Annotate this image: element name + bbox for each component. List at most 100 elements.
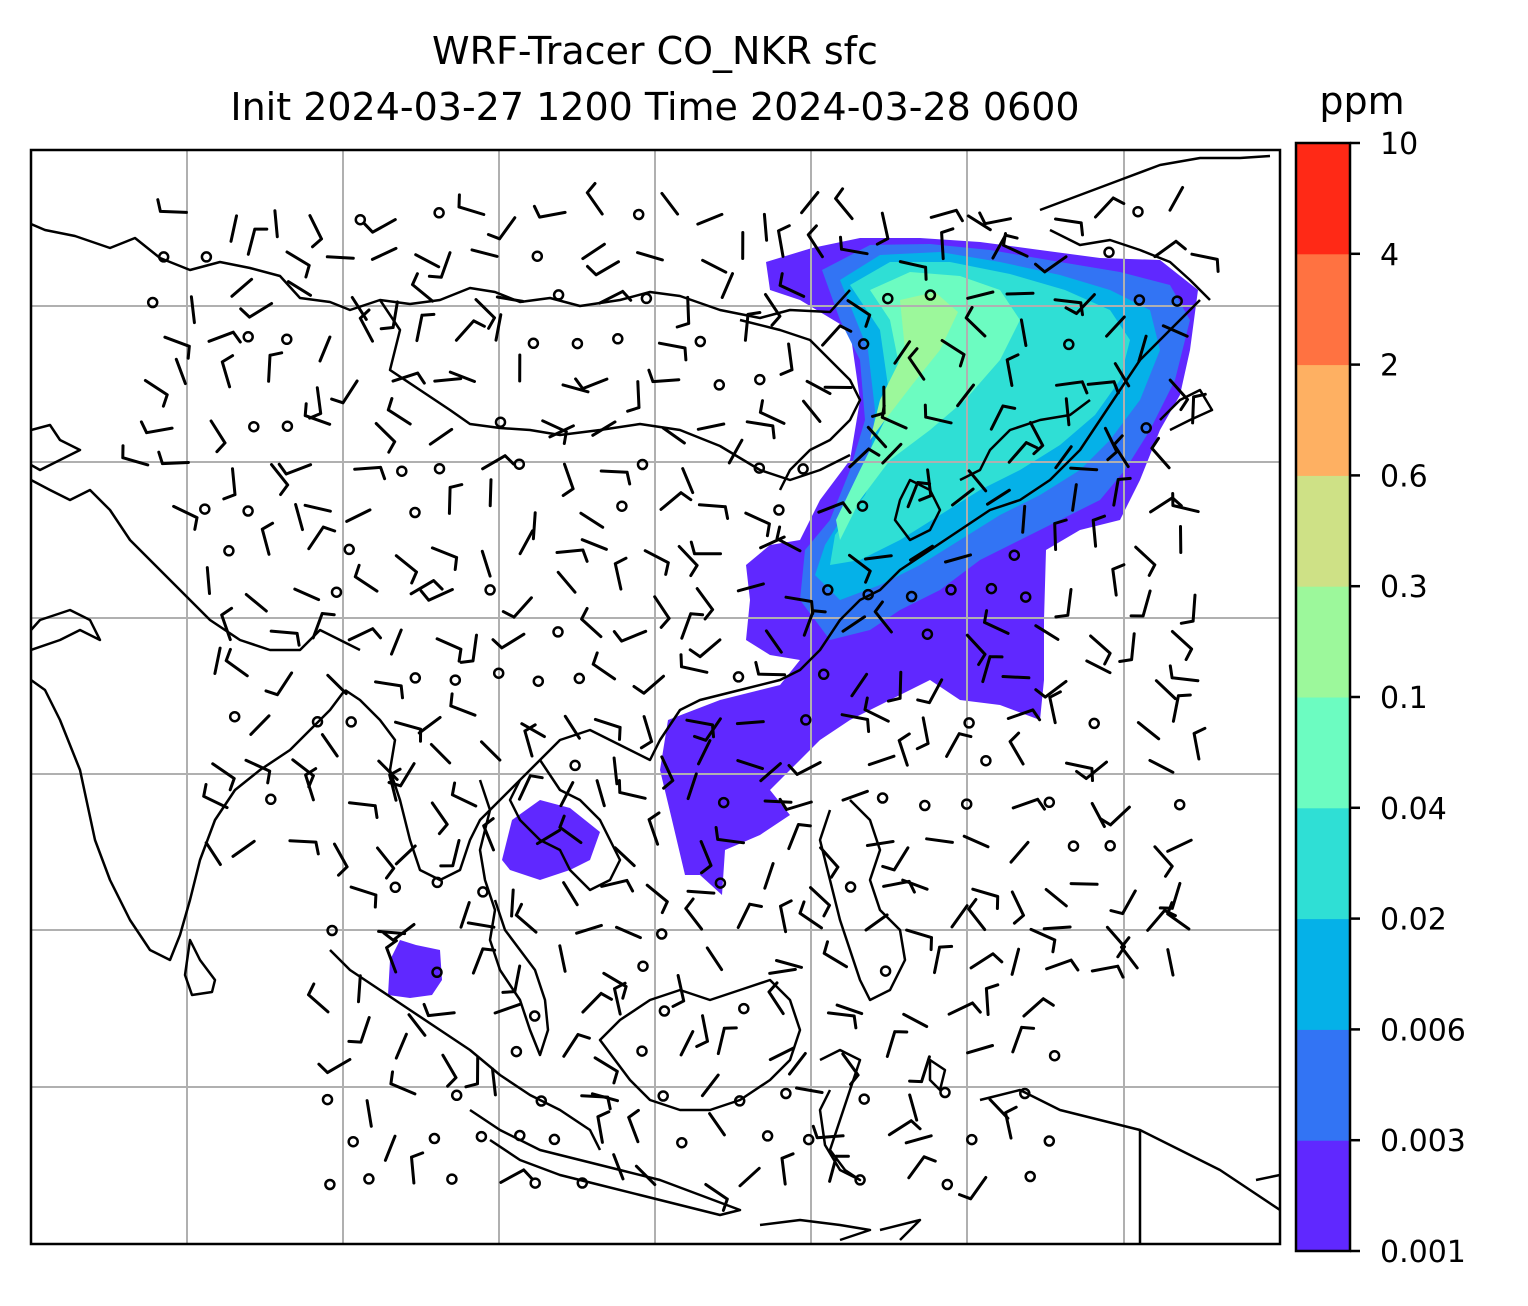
wind-barb [561,383,590,394]
calm-wind-circle [854,1174,866,1186]
calm-wind-circle [817,668,830,681]
calm-wind-circle [347,1135,359,1148]
calm-wind-circle [449,674,462,686]
wind-barb [695,1014,709,1048]
wind-barb [880,404,908,430]
wind-barb [579,511,605,529]
wind-barb [693,717,722,742]
wind-barb [795,1086,824,1094]
wind-barb [661,426,686,445]
wind-barb [779,899,793,934]
wind-barb [307,982,330,1014]
calm-wind-circle [905,590,918,603]
calm-wind-circle [844,881,857,893]
wind-barb [480,740,502,762]
wind-barb [163,335,191,360]
calm-wind-circle [409,506,421,519]
calm-wind-circle [945,584,957,596]
wind-barb [1129,589,1152,618]
wind-barb [202,783,229,810]
wind-barb [1002,232,1029,258]
wind-barb [908,1055,931,1084]
calm-wind-circle [1088,717,1100,730]
wind-barb [330,379,359,405]
wind-barb [778,272,806,298]
wind-barb [385,939,398,974]
wind-barb [1019,318,1028,347]
calm-wind-circle [800,714,812,726]
wind-barb [686,772,698,801]
wind-barb [270,463,290,496]
wind-barb [394,844,417,866]
wind-barb [430,801,449,836]
tracer-concentration-plume [388,238,1198,998]
wind-barb [207,330,242,344]
wind-barb [394,1032,408,1060]
wind-barb [1071,483,1078,512]
wind-barb [409,579,444,596]
wind-barb [501,964,522,994]
calm-wind-circle [1067,840,1080,852]
colorbar-tick-label: 0.04 [1380,792,1447,827]
wind-barb [680,612,705,640]
wind-barb [464,1056,480,1089]
wind-barb [1001,675,1031,680]
wind-barb [1190,252,1220,273]
wind-barb [580,607,603,639]
wind-barb [1171,492,1200,514]
wind-barb [224,647,249,678]
calm-wind-circle [960,798,973,810]
colorbar-segment [1296,807,1350,920]
wind-barb [209,419,227,454]
wind-barb [417,715,442,735]
calm-wind-circle [733,1095,746,1107]
wind-barb [345,508,372,523]
calm-wind-circle [199,503,211,515]
wind-barb [613,556,628,591]
wind-barb [457,193,486,216]
calm-wind-circle [1133,294,1146,306]
calm-wind-circle [780,1087,792,1100]
wind-barb [1166,948,1175,977]
wind-barb [901,878,929,891]
colorbar-tick-label: 2 [1380,349,1399,384]
calm-wind-circle [531,250,544,262]
colorbar-segment [1296,143,1350,255]
wind-barb [1011,797,1046,811]
wind-barb [986,488,1011,506]
wind-barb [358,308,374,343]
wind-barb [482,817,495,852]
wind-barb [775,959,803,969]
wind-barb [1166,838,1193,853]
wind-barb [1113,362,1131,388]
wind-barb [563,714,581,740]
calm-wind-circle [446,1173,458,1185]
wind-barb [1005,353,1020,387]
wind-barb [841,615,867,633]
wind-barb [984,983,1000,1016]
wind-barb [559,781,575,808]
wind-barb [308,386,323,420]
wind-barb [945,732,973,758]
wind-barb [1054,217,1084,237]
plume-sumatra-patch [388,940,442,998]
wind-barb [1105,925,1126,959]
calm-wind-circle [330,586,343,598]
wind-barb [788,1052,807,1076]
wind-barb [377,759,399,781]
wind-barb [532,204,567,219]
colorbar-segment [1296,1140,1350,1252]
wind-barb [873,600,893,634]
wind-barb [303,402,332,426]
colorbar [1296,143,1350,1252]
calm-wind-circle [612,333,624,345]
wind-barb [320,733,339,758]
wind-barb [951,487,975,507]
plume-gulf-patch [502,800,600,880]
wind-barb [311,612,336,640]
wind-barb [800,191,820,215]
calm-wind-circle [1063,338,1075,351]
wind-barb [211,762,236,792]
wind-barb [205,566,211,595]
wind-barb [428,427,454,446]
